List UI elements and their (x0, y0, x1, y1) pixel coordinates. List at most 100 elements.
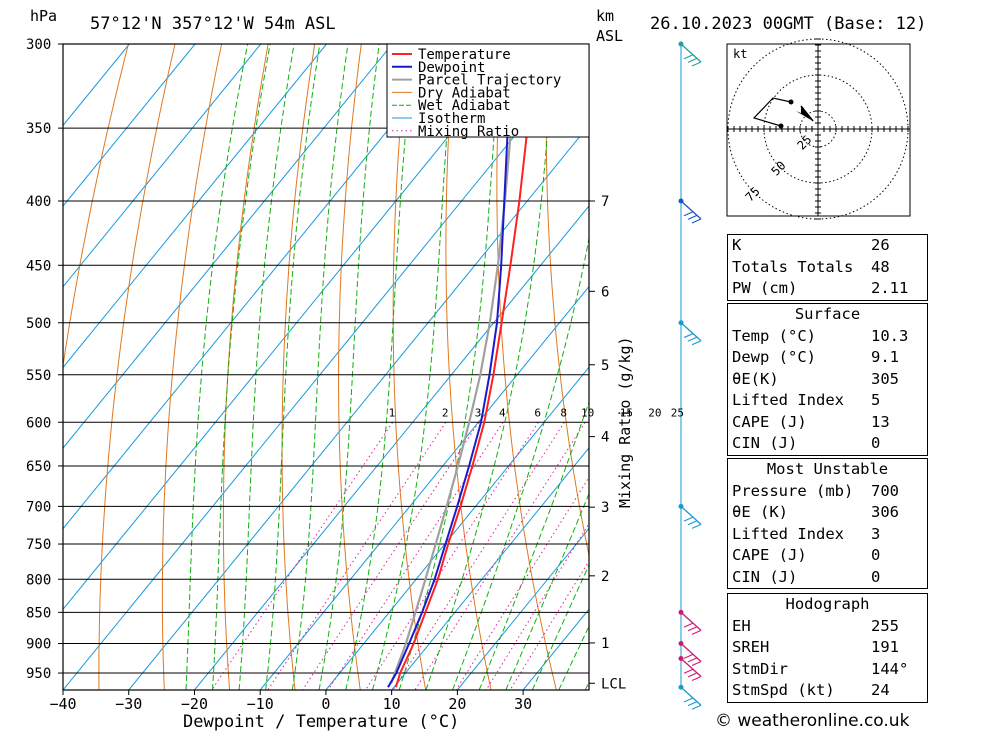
wind-barb (680, 43, 702, 63)
wind-barb-flag (687, 57, 698, 63)
surface-temp-value: 10.3 (871, 326, 909, 345)
isotherm-line (456, 527, 589, 690)
pressure-tick-label: 300 (26, 37, 51, 53)
wind-barb-flag (687, 626, 698, 632)
km-tick-label: 1 (601, 636, 609, 652)
k-index-value: 26 (871, 236, 890, 254)
pressure-tick-label: 750 (26, 537, 51, 553)
surface-title: Surface (794, 305, 861, 323)
surface-cin-label: CIN (J) (732, 434, 798, 452)
wind-barb-flag (687, 520, 698, 526)
totals-totals-value: 48 (871, 257, 890, 276)
isotherm-line (63, 44, 196, 207)
mixing-ratio-label: 25 (671, 406, 684, 419)
mixing-ratio-label: 1 (389, 406, 396, 419)
pressure-tick-label: 700 (26, 499, 51, 515)
mixing-ratio-label: 15 (620, 406, 633, 419)
mixing-ratio-line (267, 422, 447, 690)
mu-cin-value: 0 (871, 567, 881, 586)
mixing-ratio-line (455, 476, 589, 690)
pressure-tick-label: 400 (26, 194, 51, 210)
hodograph-trace (752, 97, 792, 127)
km-unit-label: km (596, 7, 614, 25)
wind-barb (680, 686, 702, 706)
stmspd-label: StmSpd (kt) (732, 681, 835, 699)
wet-adiabat-line (505, 492, 589, 690)
mu-theta-label: θE (K) (732, 503, 788, 521)
indices-panel: K 26 Totals Totals 48 PW (cm) 2.11 (727, 234, 928, 301)
wind-barb-flag (683, 333, 694, 339)
mixing-ratio-label: 3 (475, 406, 482, 419)
surface-dewp-value: 9.1 (871, 348, 899, 366)
asl-unit-label: ASL (596, 27, 623, 45)
wind-barb-flag (687, 214, 698, 220)
legend-label: Parcel Trajectory (418, 73, 561, 89)
mixing-ratio-line (302, 422, 480, 690)
isotherm-line (63, 44, 393, 449)
mixing-ratio-line (509, 560, 589, 690)
totals-totals-label: Totals Totals (732, 257, 854, 276)
stmdir-value: 144° (871, 659, 909, 678)
wind-barb (680, 657, 702, 677)
x-tick-label: 30 (514, 695, 532, 713)
pressure-tick-label: 800 (26, 572, 51, 588)
surface-theta-value: 305 (871, 369, 899, 388)
km-tick-label: 6 (601, 284, 609, 300)
wind-barb (680, 200, 702, 220)
wind-barb-flag (691, 704, 702, 710)
mixing-ratio-label: 4 (499, 406, 506, 419)
stmspd-value: 24 (871, 681, 890, 699)
pw-label: PW (cm) (732, 279, 798, 297)
background-lines (63, 44, 589, 690)
mu-li-label: Lifted Index (732, 524, 844, 543)
surface-cin-value: 0 (871, 434, 881, 452)
mixing-ratio-label: 2 (442, 406, 449, 419)
hodograph-point (778, 123, 784, 129)
surface-theta-label: θE(K) (732, 369, 779, 388)
profile-lines (387, 44, 535, 688)
isotherm-line (194, 205, 589, 690)
wet-adiabat-line (478, 400, 589, 690)
wind-barb-flag (687, 336, 698, 342)
pressure-tick-label: 450 (26, 258, 51, 274)
wind-barb-flag (683, 653, 694, 659)
km-tick-label: 5 (601, 358, 609, 374)
pressure-tick-label: 350 (26, 121, 51, 137)
surface-dewp-label: Dewp (°C) (732, 348, 816, 366)
dry-adiabat-line (445, 44, 492, 690)
isotherm-line (63, 44, 130, 127)
location-title: 57°12'N 357°12'W 54m ASL (90, 14, 336, 34)
sreh-label: SREH (732, 638, 770, 656)
isotherm-line (63, 44, 262, 288)
surface-panel: Surface Temp (°C) 10.3 Dewp (°C) 9.1 θE(K)… (727, 303, 928, 456)
x-tick-label: −20 (181, 695, 208, 713)
km-tick-label: 3 (601, 500, 609, 516)
wind-barb (680, 505, 702, 525)
credit-link[interactable]: © weatheronline.co.uk (715, 711, 910, 731)
dry-adiabat-line (545, 44, 589, 558)
km-tick-label: 7 (601, 194, 609, 210)
hodograph-point (788, 99, 794, 105)
x-tick-label: −10 (247, 695, 274, 713)
mu-pressure-label: Pressure (mb) (732, 481, 854, 500)
surface-cape-label: CAPE (J) (732, 412, 807, 431)
legend-label: Isotherm (418, 111, 485, 127)
wind-barb (680, 322, 702, 342)
isotherm-line (63, 44, 589, 690)
pressure-unit-label: hPa (30, 7, 57, 25)
legend-label: Dewpoint (418, 60, 485, 76)
pressure-gridlines: 300 350 400 450 500 550 600 650 700 750 800 850 900 9… (26, 37, 589, 682)
wind-barb-flag (687, 701, 698, 707)
isotherm-line (391, 447, 589, 690)
temperature-line (394, 44, 535, 688)
wind-barb-flag (683, 54, 694, 60)
wind-barb-flag (683, 622, 694, 628)
mu-cape-label: CAPE (J) (732, 546, 807, 564)
datetime-title: 26.10.2023 00GMT (Base: 12) (650, 14, 926, 34)
isotherm-line (259, 285, 589, 690)
mixing-ratio-line (414, 422, 586, 690)
legend-box (386, 43, 590, 138)
wet-adiabat-line (531, 563, 589, 690)
hodograph-panel: Hodograph EH 255 SREH 191 StmDir 144° StmSp… (727, 593, 928, 703)
